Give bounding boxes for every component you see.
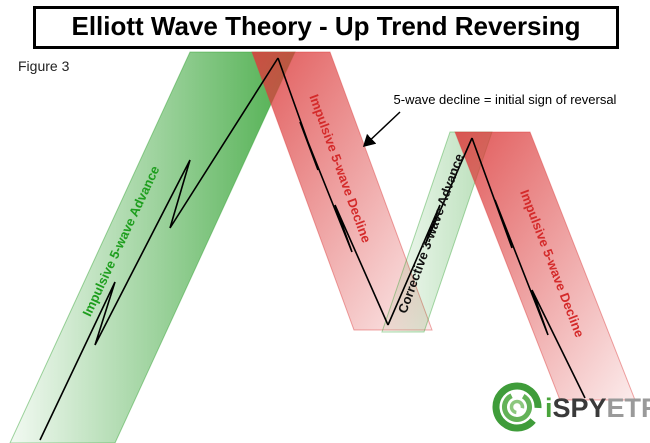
advance-band-1	[9, 51, 296, 443]
logo-etf: ETF	[607, 393, 650, 423]
wave-line-corrective	[387, 137, 473, 326]
ispyetf-logo-icon	[492, 382, 542, 432]
wave-line-advance-1	[39, 57, 279, 441]
decline-band-1	[251, 51, 433, 331]
ispyetf-logo-text: iSPYETF	[545, 393, 650, 423]
annotation-arrow	[362, 111, 401, 148]
reversal-annotation: 5-wave decline = initial sign of reversa…	[394, 92, 617, 107]
wave-line-decline-2	[471, 137, 586, 399]
decline-band-2	[454, 131, 636, 401]
figure-label: Figure 3	[18, 58, 70, 74]
page-title: Elliott Wave Theory - Up Trend Reversing	[33, 6, 619, 49]
wave-line-decline-1	[277, 57, 389, 326]
logo-i: i	[545, 393, 553, 423]
ispyetf-logo: iSPYETF	[492, 382, 650, 432]
logo-spy: SPY	[553, 393, 607, 423]
